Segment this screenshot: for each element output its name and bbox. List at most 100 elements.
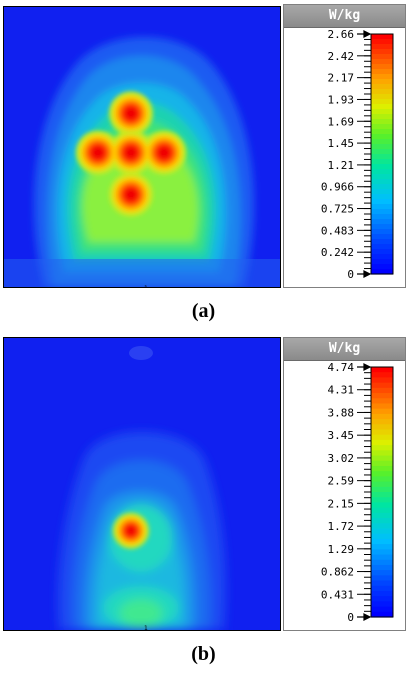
colorbar-segment (371, 159, 393, 165)
colorbar-segment (371, 570, 393, 576)
sar-heatmap-a: 1 (4, 7, 280, 287)
colorbar-body-b: 4.74 4.31 3.88 3.45 3.02 2.59 2.15 1.72 1.29 0.86… (284, 361, 405, 629)
colorbar-segment (371, 393, 393, 399)
colorbar-segment (371, 502, 393, 509)
colorbar-segment (371, 512, 393, 519)
origin-marker: 1 (144, 285, 148, 287)
colorbar-segment (371, 580, 393, 587)
colorbar-segment (371, 204, 393, 210)
colorbar-tick-label: 3.02 (328, 452, 355, 465)
colorbar-segment (371, 575, 393, 582)
colorbar-segment (371, 199, 393, 205)
colorbar-segment (371, 476, 393, 483)
colorbar-segment (371, 144, 393, 150)
colorbar-segment (371, 119, 393, 125)
colorbar-segment (371, 249, 393, 255)
colorbar-segment (371, 367, 393, 373)
colorbar-segment (371, 486, 393, 493)
colorbar-tick-label: 0.725 (321, 203, 354, 216)
colorbar-tick-label: 3.88 (328, 406, 355, 419)
colorbar-tick-label: 4.31 (328, 384, 355, 397)
colorbar-body-a: 2.66 2.42 2.17 1.93 1.69 1.45 1.21 0.966 0.725 0.… (284, 28, 405, 286)
colorbar-segment (371, 169, 393, 175)
colorbar-segment (371, 179, 393, 185)
colorbar-segment (371, 139, 393, 145)
colorbar-segment (371, 79, 393, 85)
colorbar-segment (371, 439, 393, 446)
sar-hotspot (125, 525, 136, 536)
colorbar-a: 2.66 2.42 2.17 1.93 1.69 1.45 1.21 0.966 0.725 0.… (321, 28, 394, 281)
colorbar-segment (371, 244, 393, 250)
sar-heatmap-b: 1 (4, 338, 280, 630)
colorbar-segment (371, 523, 393, 530)
colorbar-segment (371, 229, 393, 235)
colorbar-segment (371, 554, 393, 561)
colorbar-tick-label: 1.69 (328, 115, 355, 128)
colorbar-segment (371, 94, 393, 100)
colorbar-arrow-marker (357, 270, 372, 278)
colorbar-tick-label: 1.93 (328, 93, 355, 106)
sar-hotspot (124, 107, 138, 120)
sar-hotspot (124, 188, 138, 201)
sar-hotspot (91, 146, 104, 159)
colorbar-segment (371, 518, 393, 524)
colorbar-tick-label: 0 (347, 611, 354, 624)
colorbar-segment (371, 460, 393, 467)
colorbar-tick-label: 0.483 (321, 224, 354, 237)
colorbar-tick-label: 0.862 (321, 566, 354, 579)
colorbar-segment (371, 434, 393, 441)
colorbar-tick-label: 0.431 (321, 588, 354, 601)
colorbar-tick-label: 1.21 (328, 159, 355, 172)
colorbar-segment (371, 492, 393, 498)
colorbar-segment (371, 219, 393, 225)
colorbar-segment (371, 590, 393, 597)
colorbar-segment (371, 497, 393, 504)
colorbar-segment (371, 54, 393, 60)
colorbar-segment (371, 214, 393, 220)
colorbar-segment (371, 39, 393, 45)
caption-a: (a) (191, 300, 216, 322)
colorbar-arrow-marker (357, 363, 372, 371)
colorbar-segment (371, 372, 393, 379)
colorbar-segment (371, 49, 393, 55)
colorbar-segment (371, 224, 393, 230)
colorbar-segment (371, 424, 393, 431)
colorbar-segment (371, 174, 393, 180)
colorbar-tick-label: 2.17 (328, 72, 355, 85)
colorbar-segment (371, 34, 393, 40)
sar-hotspot (124, 146, 138, 159)
colorbar-segment (371, 481, 393, 488)
colorbar-segment (371, 533, 393, 540)
colorbar-segment (371, 239, 393, 245)
colorbar-segment (371, 413, 393, 420)
colorbar-arrow-marker (357, 30, 372, 38)
colorbar-segment (371, 507, 393, 514)
colorbar-segment (371, 264, 393, 270)
colorbar-segment (371, 44, 393, 50)
colorbar-segment (371, 209, 393, 215)
colorbar-tick-label: 2.15 (328, 497, 355, 510)
colorbar-segment (371, 544, 393, 550)
colorbar-segment (371, 129, 393, 135)
colorbar-segment (371, 164, 393, 170)
colorbar-segment (371, 59, 393, 65)
colorbar-b: 4.74 4.31 3.88 3.45 3.02 2.59 2.15 1.72 1.29 0.86… (321, 361, 394, 624)
colorbar-tick-label: 4.74 (328, 361, 355, 374)
colorbar-segment (371, 84, 393, 90)
neck-band (4, 259, 280, 287)
colorbar-tick-label: 2.42 (328, 50, 355, 63)
colorbar-segment (371, 269, 393, 275)
colorbar-tick-label: 0.242 (321, 246, 354, 259)
colorbar-segment (371, 398, 393, 405)
colorbar-segment (371, 465, 393, 472)
colorbar-tick-label: 2.59 (328, 475, 355, 488)
colorbar-tick-label: 2.66 (328, 28, 355, 41)
colorbar-segment (371, 419, 393, 425)
unit-label-b: W/kg (284, 338, 405, 361)
colorbar-segment (371, 64, 393, 70)
colorbar-segment (371, 564, 393, 571)
sar-map-b: 1 (3, 337, 281, 631)
caption-b: (b) (191, 643, 216, 665)
colorbar-segment (371, 184, 393, 190)
colorbar-segment (371, 99, 393, 105)
